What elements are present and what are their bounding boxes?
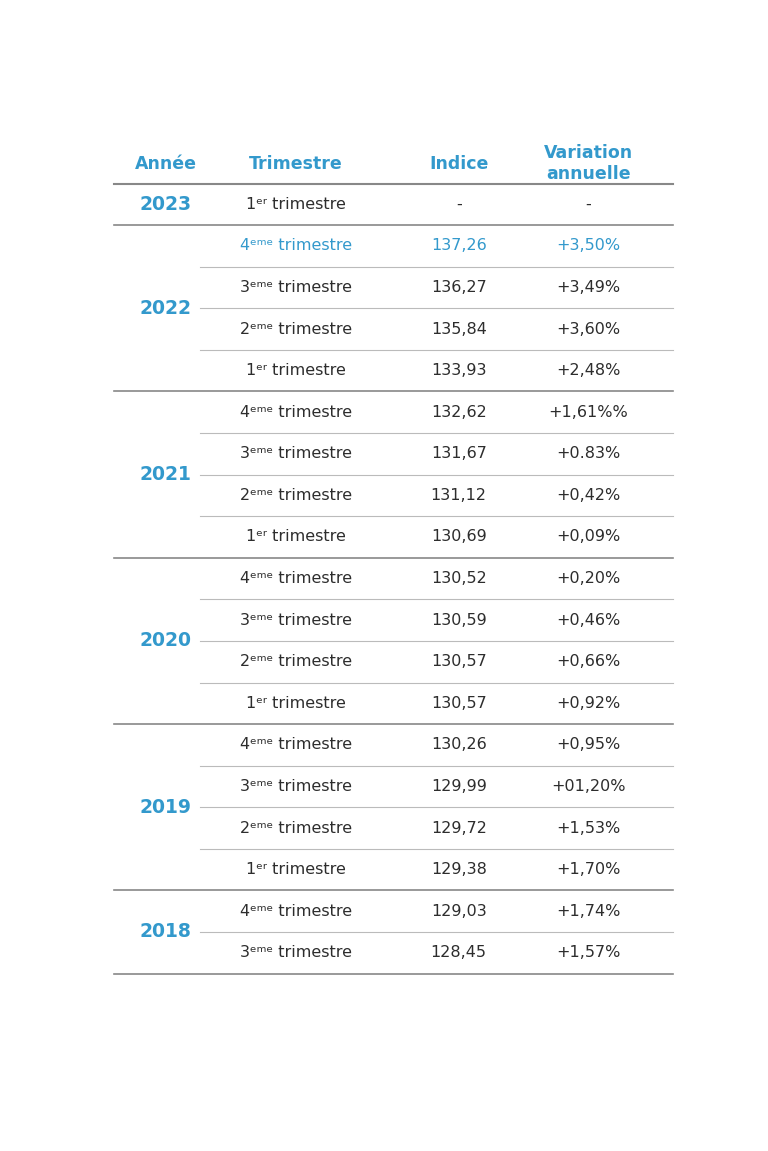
Text: 137,26: 137,26	[431, 238, 487, 253]
Text: 3ᵉᵐᵉ trimestre: 3ᵉᵐᵉ trimestre	[240, 612, 352, 627]
Text: 2022: 2022	[140, 299, 192, 318]
Text: 131,12: 131,12	[431, 488, 487, 503]
Text: 129,03: 129,03	[431, 904, 487, 918]
Text: 130,59: 130,59	[431, 612, 487, 627]
Text: 2023: 2023	[140, 195, 192, 214]
Text: 130,69: 130,69	[431, 529, 487, 544]
Text: +2,48%: +2,48%	[556, 364, 621, 379]
Text: 131,67: 131,67	[431, 447, 487, 462]
Text: 1ᵉʳ trimestre: 1ᵉʳ trimestre	[246, 364, 346, 379]
Text: 4ᵉᵐᵉ trimestre: 4ᵉᵐᵉ trimestre	[240, 238, 352, 253]
Text: +1,53%: +1,53%	[556, 821, 621, 836]
Text: 129,38: 129,38	[431, 862, 487, 877]
Text: 2020: 2020	[140, 632, 192, 650]
Text: 4ᵉᵐᵉ trimestre: 4ᵉᵐᵉ trimestre	[240, 904, 352, 918]
Text: 130,57: 130,57	[431, 654, 487, 669]
Text: 130,26: 130,26	[431, 738, 487, 753]
Text: +0,20%: +0,20%	[556, 571, 621, 586]
Text: +0.83%: +0.83%	[556, 447, 621, 462]
Text: 2018: 2018	[140, 922, 192, 942]
Text: 4ᵉᵐᵉ trimestre: 4ᵉᵐᵉ trimestre	[240, 571, 352, 586]
Text: +0,42%: +0,42%	[556, 488, 621, 503]
Text: 130,57: 130,57	[431, 696, 487, 711]
Text: +1,74%: +1,74%	[556, 904, 621, 918]
Text: 1ᵉʳ trimestre: 1ᵉʳ trimestre	[246, 197, 346, 212]
Text: +3,50%: +3,50%	[556, 238, 621, 253]
Text: 2ᵉᵐᵉ trimestre: 2ᵉᵐᵉ trimestre	[240, 654, 352, 669]
Text: +0,92%: +0,92%	[556, 696, 621, 711]
Text: 2ᵉᵐᵉ trimestre: 2ᵉᵐᵉ trimestre	[240, 321, 352, 336]
Text: -: -	[456, 197, 462, 212]
Text: Trimestre: Trimestre	[249, 154, 343, 173]
Text: 3ᵉᵐᵉ trimestre: 3ᵉᵐᵉ trimestre	[240, 779, 352, 794]
Text: +0,09%: +0,09%	[556, 529, 621, 544]
Text: 2ᵉᵐᵉ trimestre: 2ᵉᵐᵉ trimestre	[240, 488, 352, 503]
Text: 2019: 2019	[140, 798, 192, 817]
Text: +3,60%: +3,60%	[556, 321, 621, 336]
Text: 135,84: 135,84	[431, 321, 487, 336]
Text: +1,61%%: +1,61%%	[548, 405, 628, 420]
Text: 132,62: 132,62	[431, 405, 487, 420]
Text: Année: Année	[134, 154, 197, 173]
Text: 136,27: 136,27	[431, 280, 487, 295]
Text: Indice: Indice	[429, 154, 488, 173]
Text: 1ᵉʳ trimestre: 1ᵉʳ trimestre	[246, 862, 346, 877]
Text: +1,70%: +1,70%	[556, 862, 621, 877]
Text: 129,99: 129,99	[431, 779, 487, 794]
Text: 3ᵉᵐᵉ trimestre: 3ᵉᵐᵉ trimestre	[240, 280, 352, 295]
Text: +0,66%: +0,66%	[556, 654, 621, 669]
Text: +0,46%: +0,46%	[556, 612, 621, 627]
Text: 2ᵉᵐᵉ trimestre: 2ᵉᵐᵉ trimestre	[240, 821, 352, 836]
Text: 130,52: 130,52	[431, 571, 487, 586]
Text: 129,72: 129,72	[431, 821, 487, 836]
Text: 2021: 2021	[140, 465, 192, 485]
Text: +1,57%: +1,57%	[556, 945, 621, 960]
Text: Variation
annuelle: Variation annuelle	[544, 144, 633, 183]
Text: +3,49%: +3,49%	[556, 280, 621, 295]
Text: 4ᵉᵐᵉ trimestre: 4ᵉᵐᵉ trimestre	[240, 405, 352, 420]
Text: 1ᵉʳ trimestre: 1ᵉʳ trimestre	[246, 529, 346, 544]
Text: 128,45: 128,45	[431, 945, 487, 960]
Text: 3ᵉᵐᵉ trimestre: 3ᵉᵐᵉ trimestre	[240, 447, 352, 462]
Text: +01,20%: +01,20%	[551, 779, 625, 794]
Text: 133,93: 133,93	[431, 364, 486, 379]
Text: 3ᵉᵐᵉ trimestre: 3ᵉᵐᵉ trimestre	[240, 945, 352, 960]
Text: 1ᵉʳ trimestre: 1ᵉʳ trimestre	[246, 696, 346, 711]
Text: 4ᵉᵐᵉ trimestre: 4ᵉᵐᵉ trimestre	[240, 738, 352, 753]
Text: +0,95%: +0,95%	[556, 738, 621, 753]
Text: -: -	[585, 197, 591, 212]
